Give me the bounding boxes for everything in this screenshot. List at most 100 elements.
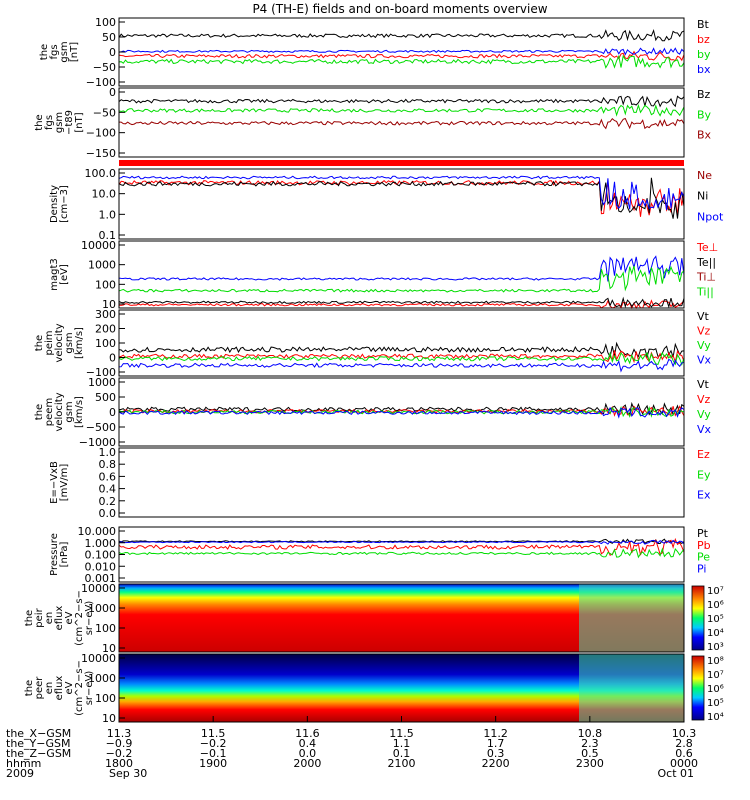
- y-label-line: gsm: [59, 41, 70, 62]
- y-tick-label: 50: [102, 31, 116, 44]
- series-line-bx: [118, 47, 685, 56]
- x-tick-value: 1.7: [487, 737, 505, 750]
- colorbar-label: 10⁶: [707, 684, 724, 695]
- y-tick-label: 10: [102, 712, 116, 725]
- y-axis-label: Density [cm−3]: [49, 185, 70, 223]
- y-label-line: (cm^2−s−: [74, 590, 85, 646]
- x-tick-value: 0.5: [581, 747, 599, 760]
- y-label-line: [km/s]: [74, 396, 85, 428]
- x-row-label: the_X−GSM: [6, 727, 71, 740]
- legend-label: By: [697, 108, 712, 121]
- x-tick-value: 11.3: [107, 727, 132, 740]
- series-line-Pt: [118, 538, 685, 545]
- y-tick-label: 10000: [81, 582, 116, 595]
- series-line-by: [118, 54, 685, 69]
- series-line-Vy: [118, 351, 685, 366]
- x-tick-value: −0.2: [200, 737, 227, 750]
- x-tick-value: 0.6: [675, 747, 693, 760]
- legend-label: Ey: [697, 468, 711, 481]
- y-tick-label: −1000: [79, 436, 116, 449]
- panel-peem-velocity: Vt Vz Vy Vx 1000 500 0 −500 −1000 the peem velocity…: [34, 376, 712, 449]
- legend-label: Pi: [697, 562, 706, 575]
- y-label-line: sr−eV): [84, 671, 95, 706]
- y-label-line: eflux: [54, 676, 65, 701]
- panel-frame: [118, 240, 685, 309]
- y-tick-label: −500: [86, 421, 116, 434]
- series-line-Vt: [118, 341, 685, 359]
- y-label-line: Density: [49, 185, 60, 223]
- colorbar-label: 10⁵: [707, 698, 724, 709]
- y-tick-label: −100: [86, 366, 116, 379]
- colorbar-label: 10⁷: [707, 670, 724, 681]
- y-tick-label: 100: [95, 278, 116, 291]
- x-tick-value: 11.6: [295, 727, 320, 740]
- legend-label: by: [697, 48, 711, 61]
- y-tick-label: 0.2: [99, 495, 117, 508]
- y-axis-label: magt3 [eV]: [49, 258, 70, 291]
- y-tick-label: 10.000: [78, 525, 117, 538]
- legend-efield: Ez Ey Ex: [697, 448, 711, 502]
- series-line-Bz: [118, 95, 685, 108]
- y-tick-label: 0.001: [85, 572, 117, 585]
- y-label-line: fgs: [49, 44, 60, 59]
- x-tick-value: 2000: [293, 757, 321, 770]
- y-tick-label: 1000: [88, 376, 116, 389]
- y-tick-label: 0.1: [99, 229, 117, 242]
- legend-label: Npot: [697, 210, 724, 223]
- colorbar-peir-eflux: 10⁷ 10⁶ 10⁵ 10⁴ 10³: [691, 585, 724, 653]
- y-label-line: [nT]: [74, 112, 85, 132]
- y-tick-label: 10000: [81, 652, 116, 665]
- y-tick-label: 0: [109, 352, 116, 365]
- y-label-line: the: [39, 44, 50, 60]
- x-tick-value: −0.2: [106, 747, 133, 760]
- x-tick-value: 11.5: [201, 727, 226, 740]
- x-tick-value: 10.8: [578, 727, 603, 740]
- y-label-line: en: [44, 682, 55, 695]
- series-line-Pi: [118, 539, 685, 545]
- series-line-Ti||: [118, 265, 685, 293]
- y-tick-label: 0.0: [99, 507, 117, 520]
- x-tick-value: 0.4: [299, 737, 317, 750]
- y-tick-label: 1.0: [99, 446, 117, 459]
- legend-label: Pe: [697, 551, 710, 564]
- legend-label: Vt: [697, 310, 710, 323]
- y-tick-label: 0.010: [85, 560, 117, 573]
- x-tick-value: 0000: [670, 757, 698, 770]
- series-line-Ti⊥: [118, 255, 685, 282]
- legend-label: Te⊥: [696, 241, 718, 254]
- y-axis-label: the peer en eflux eV (cm^2−s− sr−eV): [24, 660, 95, 716]
- x-tick-value: 11.5: [389, 727, 414, 740]
- legend-density: Ne Ni Npot: [697, 169, 724, 223]
- y-tick-label: 1.000: [85, 537, 117, 550]
- y-tick-label: 0: [109, 86, 116, 99]
- y-label-line: gsm: [54, 112, 65, 133]
- y-tick-label: 1000: [88, 672, 116, 685]
- legend-label: Ne: [697, 169, 712, 182]
- x-tick-value: 1.1: [393, 737, 411, 750]
- y-label-line: the: [24, 680, 35, 696]
- colorbar-peer-eflux: 10⁸ 10⁷ 10⁶ 10⁵ 10⁴: [691, 655, 724, 723]
- y-tick-label: 0: [109, 406, 116, 419]
- y-label-line: gsm: [64, 332, 75, 353]
- x-tick-value: 0.3: [487, 747, 505, 760]
- x-tick-value: 2200: [482, 757, 510, 770]
- y-label-line: the: [24, 610, 35, 626]
- colorbar-label: 10⁴: [707, 712, 724, 723]
- y-tick-label: −100: [86, 76, 116, 89]
- panel-peir-eflux: 10⁷ 10⁶ 10⁵ 10⁴ 10³ 10000 1000 100 10 the peir en ef…: [24, 582, 724, 655]
- legend-peem-velocity: Vt Vz Vy Vx: [697, 378, 712, 436]
- series-line-Pb: [118, 537, 685, 556]
- y-label-line: peer: [34, 676, 45, 700]
- y-label-line: Pressure: [49, 533, 60, 576]
- panel-frame: [118, 87, 685, 158]
- y-tick-label: 10: [102, 298, 116, 311]
- panel-peer-eflux: 10⁸ 10⁷ 10⁶ 10⁵ 10⁴ 10000 1000 100 10 the peer en ef…: [24, 652, 724, 725]
- y-label-line: peim: [44, 330, 55, 355]
- y-label-line: E=−VxB: [49, 461, 60, 504]
- panel-density: Ne Ni Npot 100.0 10.0 1.0 0.1 Density [cm−3]: [49, 167, 724, 242]
- legend-label: Pb: [697, 539, 711, 552]
- y-label-line: gsm: [64, 401, 75, 422]
- x-tick-value: −0.9: [106, 737, 133, 750]
